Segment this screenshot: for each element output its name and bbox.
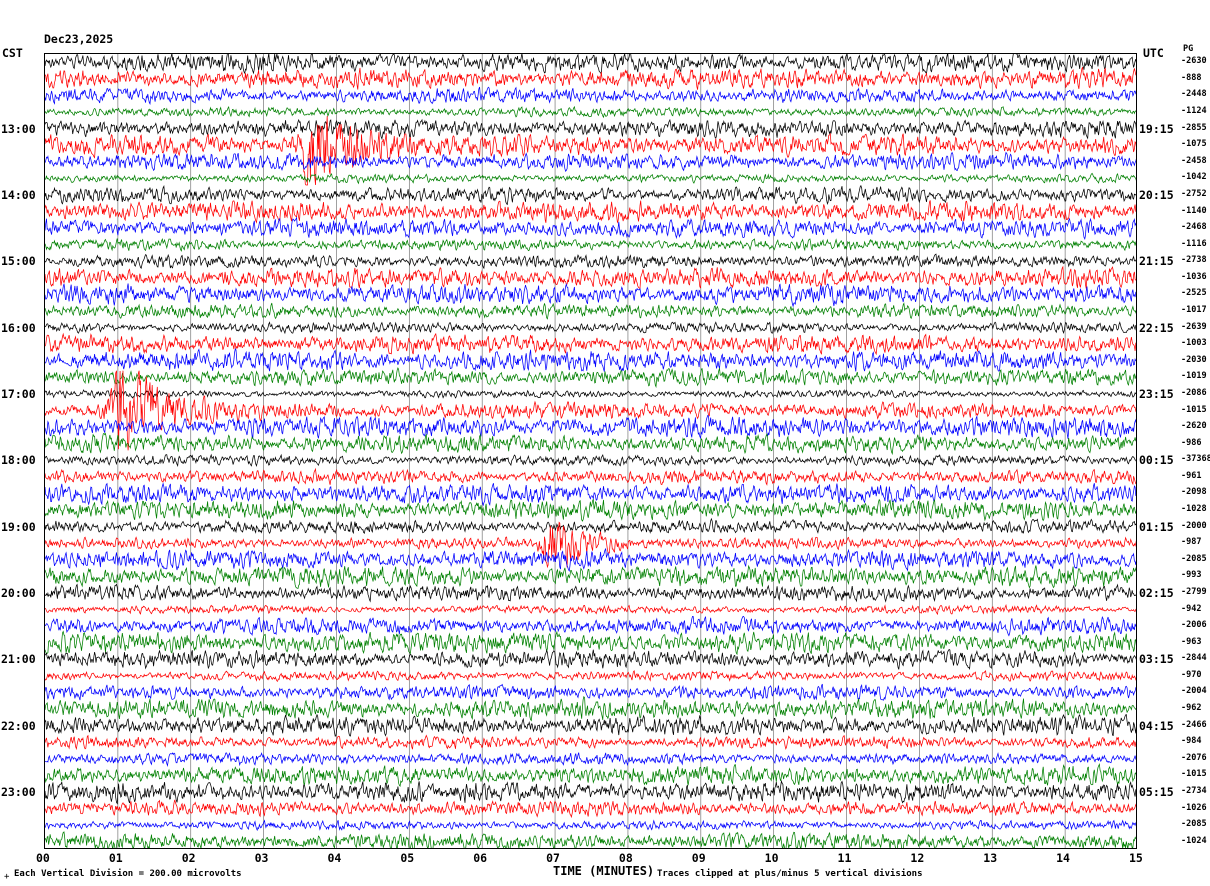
- x-tick-label: 11: [837, 851, 852, 865]
- left-time-label: 16:00: [1, 320, 36, 335]
- x-tick-label: 10: [764, 851, 779, 865]
- left-time-label: 15:00: [1, 254, 36, 269]
- trace-amplitude-value: -2468: [1181, 222, 1207, 233]
- trace-amplitude-value: -2030: [1181, 354, 1207, 365]
- left-time-label: 18:00: [1, 453, 36, 468]
- amplitude-column-header: PG: [1183, 44, 1194, 54]
- trace-amplitude-value: -1036: [1181, 271, 1207, 282]
- trace-amplitude-value: -1116: [1181, 238, 1207, 249]
- trace-amplitude-value: -37368: [1181, 454, 1210, 465]
- trace-amplitude-value: -2098: [1181, 487, 1207, 498]
- header-date: Dec23,2025: [44, 32, 114, 46]
- left-time-label: 22:00: [1, 718, 36, 733]
- x-tick-label: 02: [181, 851, 196, 865]
- right-time-label: 23:15: [1139, 386, 1174, 401]
- left-time-label: 19:00: [1, 519, 36, 534]
- left-time-label: 23:00: [1, 784, 36, 799]
- x-tick-label: 09: [691, 851, 706, 865]
- right-time-label: 21:15: [1139, 254, 1174, 269]
- right-time-label: 03:15: [1139, 652, 1174, 667]
- right-time-label: 01:15: [1139, 519, 1174, 534]
- trace-amplitude-value: -2448: [1181, 89, 1207, 100]
- trace-amplitude-value: -962: [1181, 703, 1202, 714]
- trace-amplitude-value: -888: [1181, 72, 1202, 83]
- x-tick-label: 00: [36, 851, 50, 865]
- x-tick-label: 13: [983, 851, 998, 865]
- footer-clip-note: Traces clipped at plus/minus 5 vertical …: [657, 869, 923, 879]
- left-time-label: 13:00: [1, 121, 36, 136]
- trace-amplitude-value: -2734: [1181, 785, 1207, 796]
- trace-amplitude-value: -2076: [1181, 752, 1207, 763]
- x-tick-label: 03: [254, 851, 269, 865]
- trace-amplitude-value: -1028: [1181, 504, 1207, 515]
- trace-amplitude-value: -942: [1181, 603, 1202, 614]
- right-time-label: 04:15: [1139, 718, 1174, 733]
- trace-amplitude-value: -2620: [1181, 421, 1207, 432]
- x-tick-label: 08: [618, 851, 633, 865]
- trace-amplitude-value: -2466: [1181, 719, 1207, 730]
- trace-amplitude-value: -2004: [1181, 686, 1207, 697]
- trace-amplitude-value: -2844: [1181, 653, 1207, 664]
- trace-amplitude-value: -2458: [1181, 155, 1207, 166]
- x-tick-label: 04: [327, 851, 342, 865]
- x-tick-label: 05: [400, 851, 415, 865]
- trace-amplitude-value: -2855: [1181, 122, 1207, 133]
- left-time-label: 17:00: [1, 386, 36, 401]
- trace-amplitude-value: -2085: [1181, 553, 1207, 564]
- trace-amplitude-value: -2525: [1181, 288, 1207, 299]
- trace-amplitude-value: -1019: [1181, 371, 1207, 382]
- footer-tick-glyph: +: [4, 872, 10, 882]
- x-tick-label: 14: [1056, 851, 1070, 865]
- left-time-label: 14:00: [1, 187, 36, 202]
- trace-amplitude-value: -2799: [1181, 586, 1207, 597]
- trace-amplitude-value: -1026: [1181, 802, 1207, 813]
- right-time-label: 20:15: [1139, 187, 1174, 202]
- trace-amplitude-value: -1017: [1181, 305, 1207, 316]
- trace-amplitude-value: -2086: [1181, 387, 1207, 398]
- trace-amplitude-value: -1015: [1181, 404, 1207, 415]
- x-axis-title: TIME (MINUTES): [553, 864, 655, 878]
- trace-amplitude-value: -1003: [1181, 338, 1207, 349]
- trace-amplitude-value: -2630: [1181, 56, 1207, 67]
- right-time-label: 02:15: [1139, 585, 1174, 600]
- trace-amplitude-value: -1140: [1181, 205, 1207, 216]
- x-tick-label: 06: [473, 851, 488, 865]
- seismogram-plot: [44, 53, 1137, 849]
- trace-amplitude-value: -961: [1181, 470, 1202, 481]
- trace-amplitude-value: -993: [1181, 570, 1202, 581]
- trace-amplitude-value: -2639: [1181, 321, 1207, 332]
- right-time-label: 19:15: [1139, 121, 1174, 136]
- trace-amplitude-value: -2006: [1181, 620, 1207, 631]
- trace-amplitude-value: -1015: [1181, 769, 1207, 780]
- trace-amplitude-value: -984: [1181, 736, 1202, 747]
- trace-amplitude-value: -1075: [1181, 139, 1207, 150]
- right-time-label: 22:15: [1139, 320, 1174, 335]
- x-tick-label: 12: [910, 851, 925, 865]
- footer-scale-note: Each Vertical Division = 200.00 microvol…: [14, 869, 242, 879]
- x-tick-label: 07: [546, 851, 560, 865]
- trace-amplitude-value: -2738: [1181, 255, 1207, 266]
- trace-amplitude-value: -2752: [1181, 188, 1207, 199]
- trace-amplitude-value: -963: [1181, 636, 1202, 647]
- left-time-label: 21:00: [1, 652, 36, 667]
- trace-amplitude-value: -1124: [1181, 106, 1207, 117]
- trace-amplitude-value: -1024: [1181, 835, 1207, 846]
- axis-label-utc: UTC: [1143, 46, 1164, 60]
- trace-amplitude-value: -1042: [1181, 172, 1207, 183]
- trace-amplitude-value: -2085: [1181, 819, 1207, 830]
- x-tick-label: 01: [108, 851, 123, 865]
- trace-amplitude-value: -2000: [1181, 520, 1207, 531]
- x-tick-label: 15: [1129, 851, 1143, 865]
- trace-amplitude-value: -970: [1181, 669, 1202, 680]
- left-time-label: 20:00: [1, 585, 36, 600]
- right-time-label: 00:15: [1139, 453, 1174, 468]
- right-time-label: 05:15: [1139, 784, 1174, 799]
- axis-label-cst: CST: [2, 46, 23, 60]
- trace-amplitude-value: -986: [1181, 437, 1202, 448]
- trace-amplitude-value: -987: [1181, 537, 1202, 548]
